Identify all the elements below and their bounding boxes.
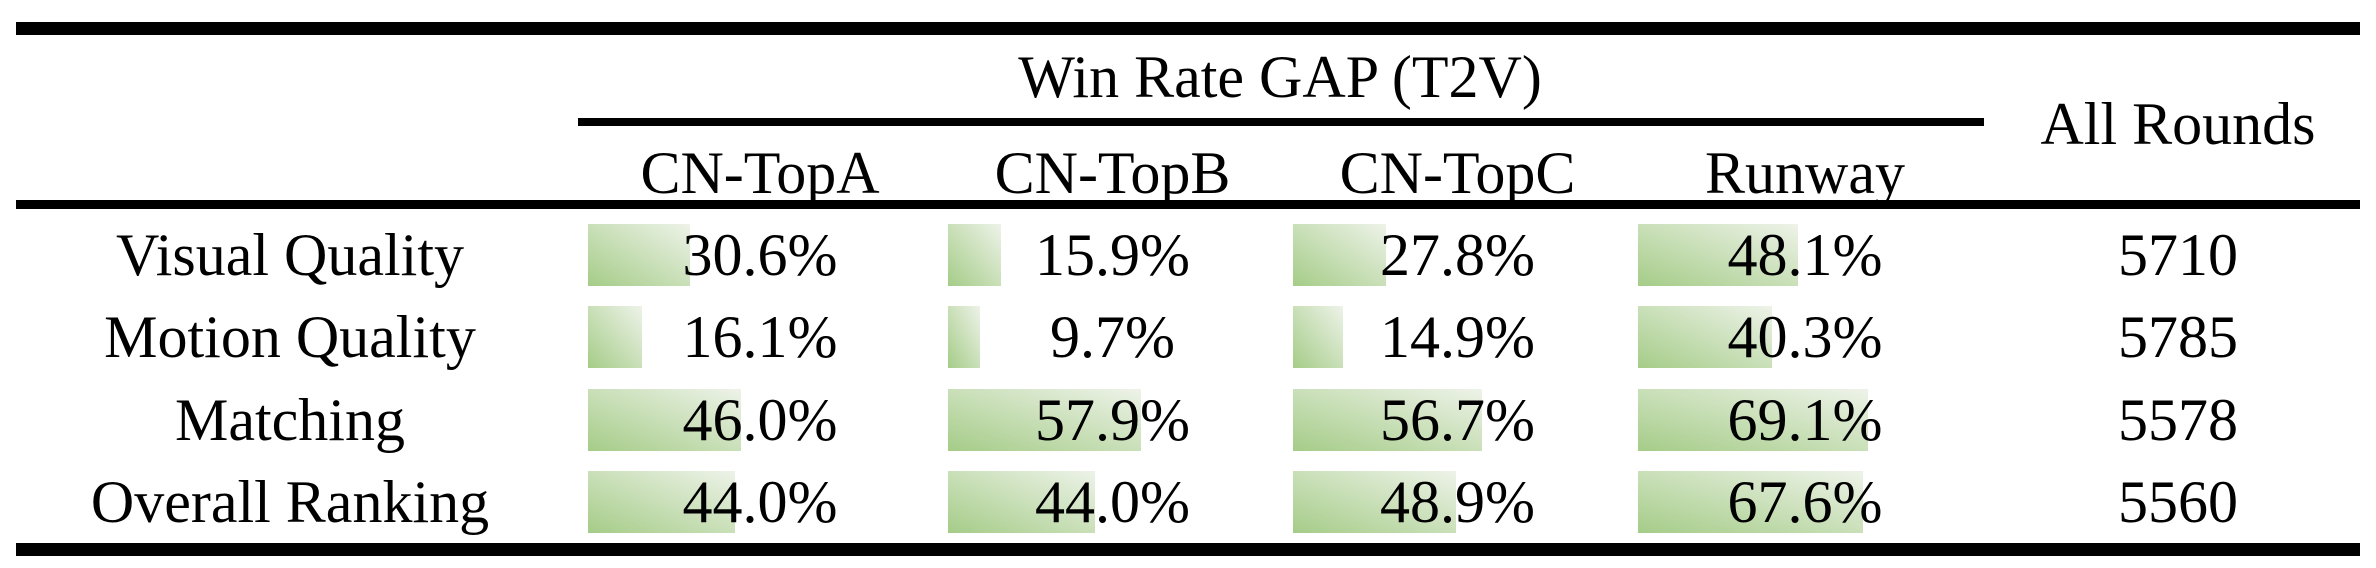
- win-rate-bar: [588, 306, 642, 368]
- row-label-overall-ranking: Overall Ranking: [90, 469, 490, 535]
- win-rate-value: 40.3%: [1727, 304, 1883, 370]
- win-rate-value: 15.9%: [1035, 221, 1190, 288]
- table-cell: 48.1%: [1630, 213, 1980, 296]
- group-title: Win Rate GAP (T2V): [1018, 43, 1542, 110]
- column-header-cn-topb: CN-TopB: [994, 139, 1231, 206]
- win-rate-bar: [1638, 223, 1798, 286]
- table-cell: 27.8%: [1285, 213, 1630, 296]
- win-rate-bar: [588, 223, 690, 286]
- table-cell: 44.0%: [580, 461, 940, 543]
- table-cell: 44.0%: [940, 461, 1285, 543]
- table-cell: 16.1%: [580, 296, 940, 378]
- row-label-matching: Matching: [175, 386, 405, 453]
- win-rate-bar: [1293, 306, 1343, 368]
- all-rounds-value: 5785: [2118, 304, 2238, 370]
- win-rate-bar: [1293, 471, 1456, 533]
- table-cell: 40.3%: [1630, 296, 1980, 378]
- table-cell: 48.9%: [1285, 461, 1630, 543]
- table-grid: Win Rate GAP (T2V) All Rounds CN-TopA CN…: [0, 35, 2376, 543]
- win-rate-value: 46.0%: [682, 386, 838, 453]
- all-rounds-value: 5710: [2118, 221, 2238, 288]
- table-cell: 57.9%: [940, 378, 1285, 461]
- column-header-cn-topa: CN-TopA: [640, 139, 880, 206]
- all-rounds-value: 5560: [2118, 469, 2238, 535]
- table-cell: 67.6%: [1630, 461, 1980, 543]
- table-cell: 30.6%: [580, 213, 940, 296]
- header-separator-rule: [16, 200, 2360, 209]
- win-rate-bar: [588, 388, 741, 451]
- win-rate-bar: [948, 306, 980, 368]
- table-cell: 14.9%: [1285, 296, 1630, 378]
- win-rate-bar: [1293, 223, 1386, 286]
- win-rate-value: 69.1%: [1727, 386, 1883, 453]
- win-rate-value: 56.7%: [1380, 386, 1535, 453]
- table-cell: 15.9%: [940, 213, 1285, 296]
- win-rate-value: 44.0%: [1035, 469, 1190, 535]
- group-header-underline-rule: [578, 118, 1984, 126]
- win-rate-value: 67.6%: [1727, 469, 1883, 535]
- top-rule: [16, 22, 2360, 35]
- table-cell: 9.7%: [940, 296, 1285, 378]
- column-header-all-rounds: All Rounds: [2040, 91, 2316, 157]
- row-label-visual-quality: Visual Quality: [115, 221, 465, 288]
- win-rate-bar: [1293, 388, 1482, 451]
- table-cell: 46.0%: [580, 378, 940, 461]
- win-rate-value: 48.1%: [1727, 221, 1883, 288]
- win-rate-value: 57.9%: [1035, 386, 1190, 453]
- row-label-motion-quality: Motion Quality: [104, 304, 476, 370]
- column-header-runway: Runway: [1705, 139, 1905, 206]
- win-rate-bar: [588, 471, 735, 533]
- win-rate-value: 48.9%: [1380, 469, 1535, 535]
- table-cell: 69.1%: [1630, 378, 1980, 461]
- win-rate-value: 16.1%: [682, 304, 838, 370]
- win-rate-bar: [1638, 388, 1868, 451]
- table-cell: 56.7%: [1285, 378, 1630, 461]
- all-rounds-value: 5578: [2118, 386, 2238, 453]
- win-rate-bar: [1638, 471, 1863, 533]
- win-rate-value: 44.0%: [682, 469, 838, 535]
- win-rate-bar: [1638, 306, 1772, 368]
- win-rate-bar: [948, 388, 1141, 451]
- column-header-cn-topc: CN-TopC: [1339, 139, 1576, 206]
- win-rate-value: 30.6%: [682, 221, 838, 288]
- win-rate-value: 9.7%: [1050, 304, 1175, 370]
- win-rate-value: 14.9%: [1380, 304, 1535, 370]
- win-rate-value: 27.8%: [1380, 221, 1535, 288]
- bottom-rule: [16, 543, 2360, 556]
- win-rate-bar: [948, 471, 1095, 533]
- win-rate-bar: [948, 223, 1001, 286]
